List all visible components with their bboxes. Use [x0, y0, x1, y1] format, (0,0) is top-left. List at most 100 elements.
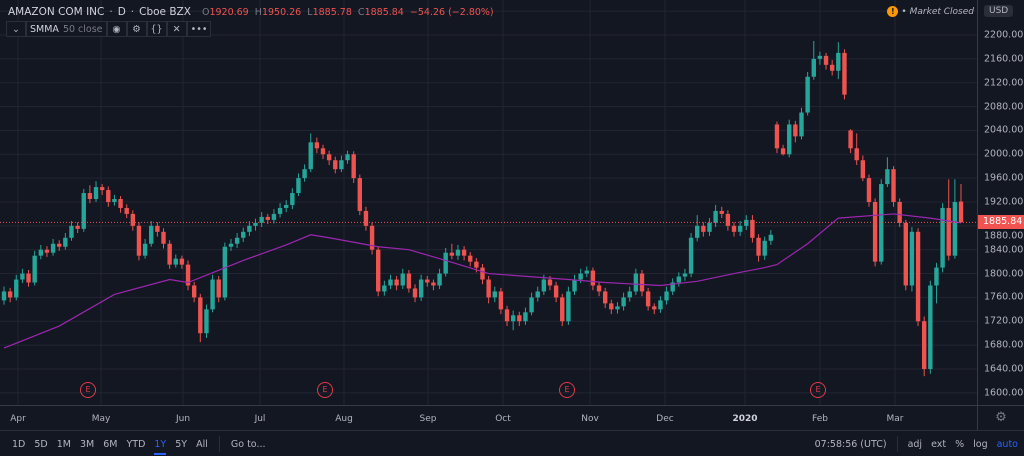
candle-body: [744, 219, 749, 226]
range-button-6m[interactable]: 6M: [103, 439, 118, 450]
candle-body: [695, 225, 700, 238]
price-tick-label: 1720.00: [984, 315, 1024, 327]
candle-body: [670, 282, 675, 292]
candle-body: [222, 246, 228, 298]
gear-icon[interactable]: ⚙: [126, 21, 147, 37]
candle-body: [351, 154, 356, 179]
candle-body: [369, 225, 375, 250]
candle-body: [314, 142, 320, 149]
candle-body: [50, 243, 56, 253]
divider: [896, 436, 898, 452]
candle-body: [560, 297, 565, 322]
candle-body: [474, 261, 479, 268]
candle-body: [130, 213, 136, 226]
earnings-marker[interactable]: E: [810, 382, 826, 398]
close-icon[interactable]: ✕: [166, 21, 187, 37]
warning-icon: !: [887, 6, 899, 17]
candle-body: [204, 309, 209, 334]
candle-body: [376, 249, 381, 292]
candle-body: [412, 288, 418, 298]
earnings-marker[interactable]: E: [80, 382, 96, 398]
candle-body: [682, 273, 688, 277]
range-button-1d[interactable]: 1D: [12, 439, 26, 450]
candle-body: [584, 270, 589, 274]
option-percent[interactable]: %: [955, 439, 965, 450]
candle-body: [578, 273, 583, 280]
candle-body: [842, 52, 847, 95]
candle-body: [486, 279, 491, 298]
range-button-1m[interactable]: 1M: [56, 439, 71, 450]
candle-body: [652, 306, 657, 310]
separator: ·: [109, 6, 113, 18]
candle-body: [756, 237, 761, 256]
candle-body: [909, 231, 915, 286]
candle-body: [866, 178, 872, 202]
candle-body: [885, 169, 890, 185]
time-tick-label: Jun: [175, 414, 191, 424]
range-button-all[interactable]: All: [196, 439, 208, 450]
open-label: O: [201, 6, 210, 18]
open-value: 1920.69: [209, 6, 249, 18]
candle-body: [903, 222, 908, 286]
candle-body: [247, 225, 252, 232]
range-button-5d[interactable]: 5D: [34, 439, 48, 450]
candle-body: [774, 124, 780, 149]
currency-badge[interactable]: USD: [984, 5, 1014, 17]
source-code-icon[interactable]: {}: [146, 21, 167, 37]
candle-body: [418, 279, 424, 298]
candle-body: [836, 52, 841, 71]
earnings-marker[interactable]: E: [559, 382, 575, 398]
candle-body: [363, 210, 369, 226]
candle-body: [425, 279, 430, 283]
candle-body: [234, 237, 240, 244]
candle-body: [161, 231, 166, 244]
time-tick-label: Nov: [581, 414, 599, 424]
candle-body: [498, 291, 504, 310]
option-adj[interactable]: adj: [907, 439, 923, 450]
range-button-ytd[interactable]: YTD: [126, 439, 146, 450]
candle-body: [333, 160, 338, 170]
candle-body: [737, 225, 743, 232]
clock-time[interactable]: 07:58:56 (UTC): [814, 439, 887, 450]
symbol-name[interactable]: AMAZON COM INC: [8, 6, 105, 18]
candle-body: [823, 55, 829, 65]
exchange: Cboe BZX: [139, 6, 191, 18]
earnings-marker[interactable]: E: [317, 382, 333, 398]
collapse-chevron-icon[interactable]: ⌄: [6, 21, 26, 37]
indicator-legend: ⌄ SMMA 50 close ◉ ⚙ {} ✕ •••: [6, 21, 212, 37]
candle-body: [26, 273, 31, 283]
candle-body: [112, 199, 117, 202]
time-tick-label: Apr: [10, 414, 26, 424]
option-auto[interactable]: auto: [996, 439, 1018, 450]
more-icon[interactable]: •••: [186, 21, 212, 37]
candle-body: [449, 252, 455, 256]
go-to-button[interactable]: Go to...: [230, 439, 266, 450]
range-button-5y[interactable]: 5Y: [175, 439, 188, 450]
candle-body: [602, 291, 608, 304]
price-chart[interactable]: [0, 0, 977, 405]
range-button-1y[interactable]: 1Y: [154, 439, 167, 455]
candle-body: [167, 243, 172, 265]
time-tick-label: Oct: [495, 414, 511, 424]
low-label: L: [307, 6, 313, 18]
market-status[interactable]: ! • Market Closed: [887, 6, 974, 17]
candle-body: [793, 124, 798, 137]
candle-body: [621, 297, 626, 307]
candle-body: [639, 273, 645, 292]
price-axis[interactable]: 2200.00 2160.00 2120.00 2080.00 2040.00 2000.…: [977, 0, 1024, 405]
time-tick-label: Sep: [419, 414, 437, 424]
range-button-3m[interactable]: 3M: [79, 439, 95, 450]
candle-body: [523, 312, 528, 322]
option-log[interactable]: log: [973, 439, 988, 450]
time-axis[interactable]: Apr May Jun Jul Aug Sep Oct Nov Dec 2020 Feb Mar: [0, 405, 977, 430]
candle-body: [541, 279, 547, 292]
chart-settings-gear-icon[interactable]: ⚙: [977, 405, 1024, 430]
candle-body: [688, 237, 694, 274]
candle-body: [633, 273, 639, 292]
candle-body: [388, 279, 393, 286]
candle-body: [707, 222, 712, 232]
indicator-label[interactable]: SMMA 50 close: [26, 21, 107, 37]
eye-icon[interactable]: ◉: [106, 21, 127, 37]
candle-body: [940, 207, 945, 268]
option-ext[interactable]: ext: [931, 439, 947, 450]
